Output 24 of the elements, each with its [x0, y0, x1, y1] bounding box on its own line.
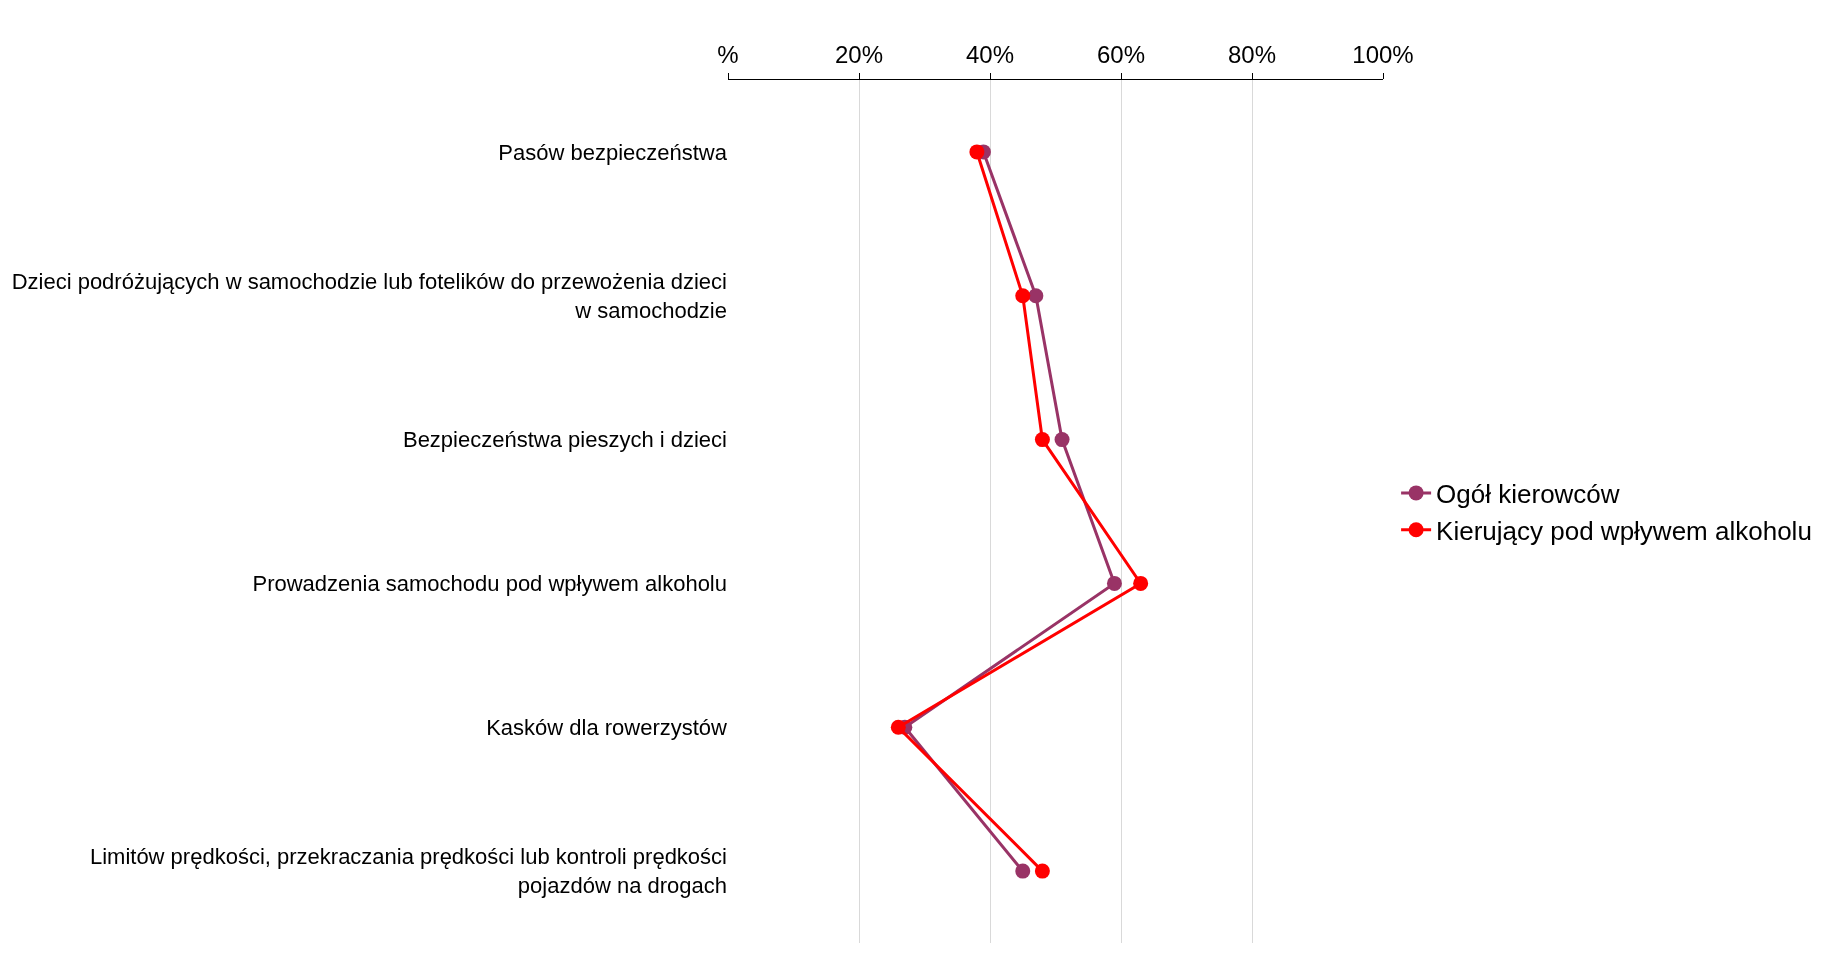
x-tick-label: 100%	[1352, 41, 1414, 69]
legend-label: Kierujący pod wpływem alkoholu	[1436, 515, 1812, 546]
point	[1028, 288, 1044, 304]
y-tick-label: Bezpieczeństwa pieszych i dzieci	[402, 427, 727, 453]
y-tick-label: Limitów prędkości, przekraczania prędkości lub kontroli prędkości pojazdów na drogach	[89, 844, 727, 899]
point	[1015, 863, 1031, 879]
y-tick-label: Pasów bezpieczeństwa	[498, 139, 728, 165]
x-tick-label: 40%	[965, 41, 1015, 69]
point	[1106, 575, 1122, 591]
y-tick-label: Kasków dla rowerzystów	[486, 714, 728, 740]
point	[1034, 863, 1050, 879]
x-tick-label: 60%	[1096, 41, 1146, 69]
point	[1015, 288, 1031, 304]
point	[1133, 575, 1149, 591]
point	[969, 144, 985, 160]
y-tick-label: Dzieci podróżujących w samochodzie lub fotelików do przewożenia dzieci w samochodzie	[11, 269, 727, 323]
x-tick-label: %	[717, 41, 739, 69]
point	[890, 719, 906, 735]
point	[1054, 432, 1070, 448]
point	[1034, 432, 1050, 448]
legend-label: Ogół kierowców	[1436, 479, 1620, 510]
y-tick-label: Prowadzenia samochodu pod wpływem alkoholu	[252, 571, 727, 597]
x-tick-label: 20%	[834, 41, 884, 69]
x-tick-label: 80%	[1227, 41, 1277, 69]
